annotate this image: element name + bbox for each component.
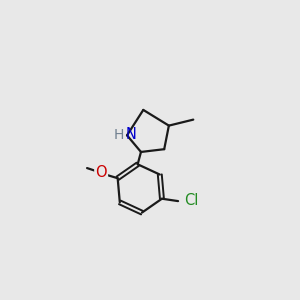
Text: H: H — [114, 128, 124, 142]
Text: O: O — [95, 165, 107, 180]
Text: Cl: Cl — [184, 194, 199, 208]
Text: N: N — [126, 127, 136, 142]
